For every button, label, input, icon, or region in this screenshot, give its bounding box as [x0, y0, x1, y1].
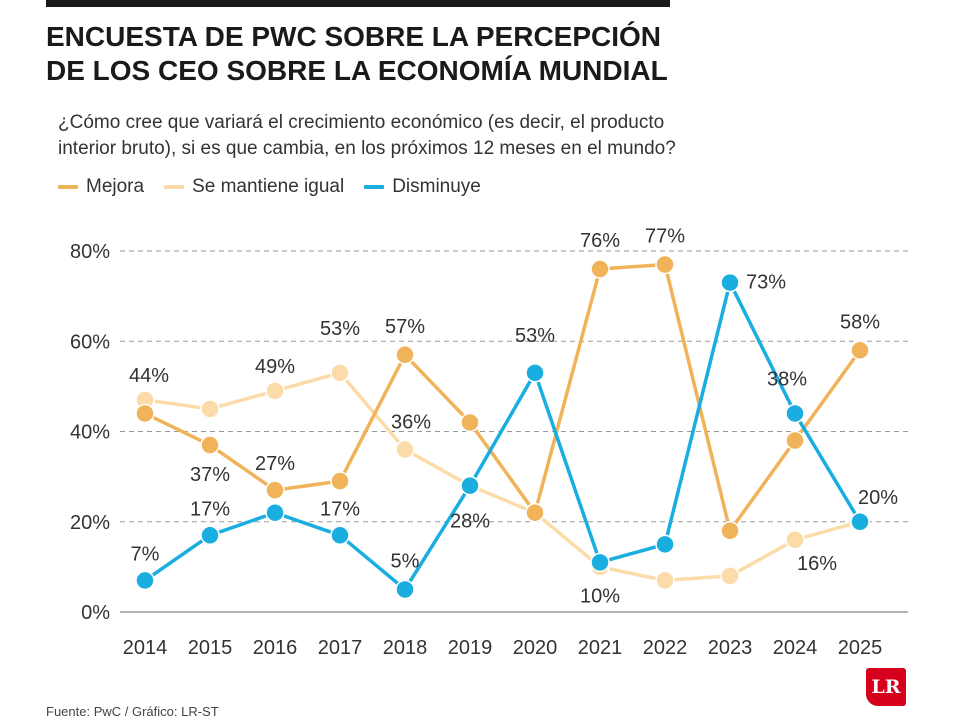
data-point-disminuye	[785, 403, 805, 424]
data-point-mejora	[720, 521, 740, 541]
line-chart: 0% 20% 40% 60% 80% 2014 2015 2016 2017 2018 2019 20…	[70, 226, 908, 659]
chart-subtitle-line-2: interior bruto), si es que cambia, en lo…	[58, 138, 676, 159]
data-label-igual: 36%	[391, 412, 431, 434]
data-label-disminuye: 28%	[450, 511, 490, 533]
data-point-disminuye	[525, 363, 545, 383]
x-tick-label: 2017	[318, 637, 363, 659]
x-tick-label: 2025	[838, 637, 883, 659]
legend-item-disminuye: Disminuye	[364, 176, 481, 198]
data-point-disminuye	[460, 475, 480, 496]
data-point-mejora	[655, 254, 675, 275]
data-point-disminuye	[330, 525, 350, 546]
data-label-disminuye: 10%	[580, 585, 620, 607]
legend-swatch-mejora	[58, 185, 78, 189]
chart-title-line-1: ENCUESTA DE PWC SOBRE LA PERCEPCIÓN	[46, 21, 662, 52]
data-point-mejora	[265, 480, 285, 500]
legend-item-igual: Se mantiene igual	[164, 176, 344, 198]
data-point-mejora	[330, 471, 350, 491]
data-label-mejora: 77%	[645, 226, 685, 248]
x-tick-label: 2022	[643, 637, 688, 659]
data-point-disminuye	[135, 570, 155, 591]
data-label-disminuye: 38%	[767, 368, 807, 390]
y-tick-label: 80%	[70, 241, 110, 263]
data-point-mejora	[785, 430, 805, 451]
y-tick-label: 60%	[70, 331, 110, 353]
legend-label-igual: Se mantiene igual	[192, 176, 345, 197]
top-rule	[46, 0, 670, 7]
y-tick-label: 0%	[81, 602, 110, 624]
data-label-disminuye: 17%	[190, 498, 230, 520]
data-point-igual	[200, 399, 220, 419]
data-point-igual	[720, 566, 740, 586]
legend-swatch-disminuye	[364, 185, 385, 189]
data-label-igual: 49%	[255, 356, 295, 378]
chart-title-line-2: DE LOS CEO SOBRE LA ECONOMÍA MUNDIAL	[46, 55, 668, 86]
data-point-mejora	[460, 412, 480, 433]
x-tick-label: 2015	[188, 637, 233, 659]
x-tick-label: 2018	[383, 637, 428, 659]
data-label-igual: 16%	[797, 553, 837, 575]
data-point-mejora	[200, 435, 220, 455]
chart-title: ENCUESTA DE PWC SOBRE LA PERCEPCIÓN DE L…	[46, 20, 766, 88]
data-point-mejora	[525, 502, 545, 523]
legend-swatch-igual	[164, 185, 185, 189]
data-point-disminuye	[655, 534, 675, 555]
data-label-igual: 44%	[129, 365, 169, 387]
legend-item-mejora: Mejora	[58, 176, 144, 198]
x-tick-label: 2023	[708, 637, 753, 659]
data-point-mejora	[395, 345, 415, 365]
chart-subtitle-line-1: ¿Cómo cree que variará el crecimiento ec…	[58, 112, 665, 133]
data-point-disminuye	[395, 579, 415, 600]
data-label-disminuye: 20%	[858, 487, 898, 509]
series-line-igual	[144, 371, 861, 583]
data-point-igual	[330, 363, 350, 383]
data-point-igual	[265, 381, 285, 401]
x-tick-label: 2024	[773, 637, 818, 659]
legend-label-disminuye: Disminuye	[392, 176, 481, 197]
data-point-disminuye	[850, 512, 870, 532]
lr-logo: LR	[866, 668, 906, 706]
data-point-disminuye	[590, 552, 610, 573]
data-point-disminuye	[265, 502, 285, 523]
data-point-disminuye	[200, 525, 220, 546]
legend: Mejora Se mantiene igual Disminuye	[58, 176, 501, 198]
data-label-mejora: 76%	[580, 230, 620, 252]
data-label-disminuye: 17%	[320, 498, 360, 520]
data-point-igual	[655, 570, 675, 591]
data-label-igual: 53%	[320, 318, 360, 340]
data-label-mejora: 58%	[840, 311, 880, 333]
source-note: Fuente: PwC / Gráfico: LR-ST	[46, 704, 219, 719]
data-label-disminuye: 53%	[515, 325, 555, 347]
x-tick-label: 2019	[448, 637, 493, 659]
data-label-mejora: 57%	[385, 316, 425, 338]
x-tick-label: 2021	[578, 637, 623, 659]
data-label-disminuye: 73%	[746, 272, 786, 294]
data-point-mejora	[135, 403, 155, 424]
data-label-disminuye: 7%	[131, 543, 160, 565]
data-label-mejora: 37%	[190, 464, 230, 486]
data-point-disminuye	[720, 272, 740, 293]
y-tick-label: 20%	[70, 512, 110, 534]
x-tick-label: 2020	[513, 637, 558, 659]
y-tick-label: 40%	[70, 422, 110, 444]
x-tick-label: 2014	[123, 637, 168, 659]
series-line-disminuye	[144, 280, 862, 592]
chart-subtitle: ¿Cómo cree que variará el crecimiento ec…	[58, 110, 758, 162]
data-point-igual	[395, 439, 415, 460]
data-point-igual	[785, 530, 805, 550]
data-point-mejora	[590, 259, 610, 279]
legend-label-mejora: Mejora	[86, 176, 145, 197]
series-line-mejora	[144, 262, 862, 533]
data-point-mejora	[850, 340, 870, 361]
x-tick-label: 2016	[253, 637, 298, 659]
data-label-mejora: 27%	[255, 453, 295, 475]
data-label-disminuye: 5%	[391, 550, 420, 572]
